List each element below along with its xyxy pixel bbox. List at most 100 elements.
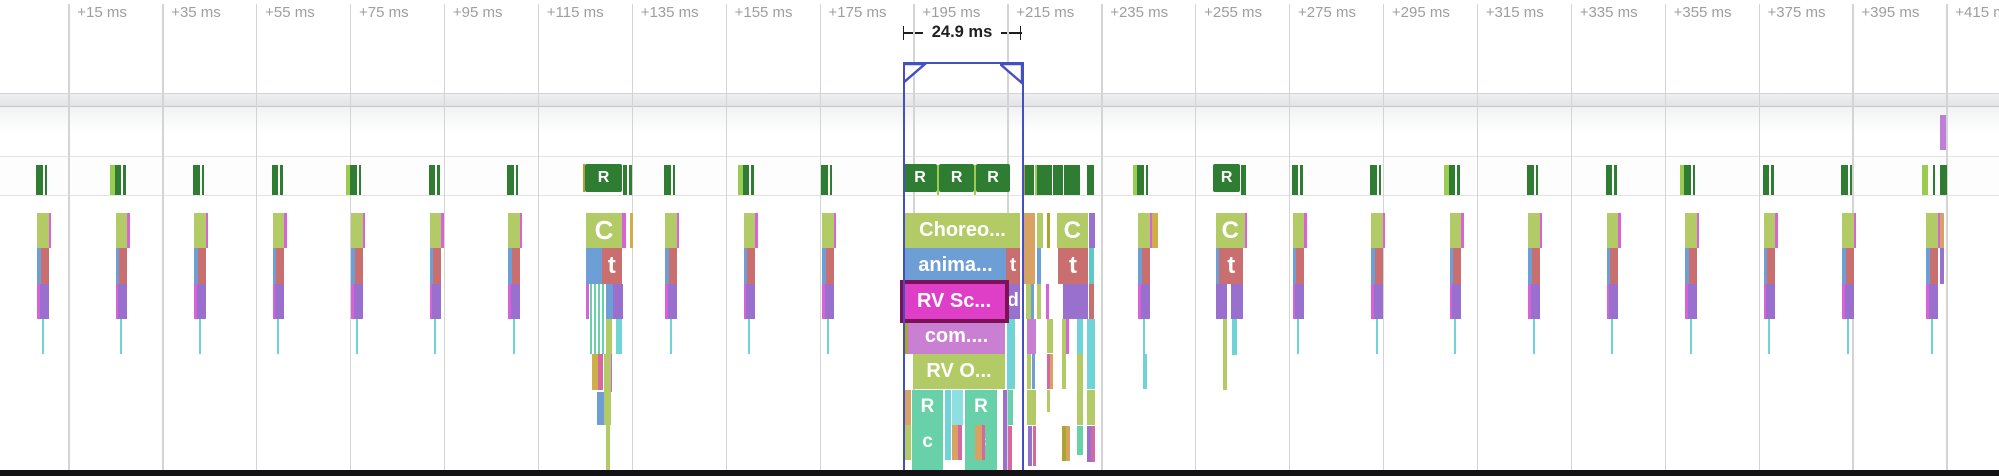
flame-event-block[interactable] — [1766, 284, 1775, 319]
flame-event-block[interactable] — [1697, 213, 1700, 248]
flame-event-block[interactable] — [1531, 284, 1540, 319]
flame-event-block[interactable] — [1610, 248, 1618, 283]
flame-event-block[interactable] — [1926, 213, 1938, 248]
flame-event-block[interactable] — [351, 213, 363, 248]
interaction-marker[interactable] — [1940, 115, 1946, 150]
flame-event-block[interactable] — [511, 284, 520, 319]
flame-event-block[interactable] — [606, 319, 612, 354]
flame-event-block[interactable] — [1216, 284, 1227, 319]
flame-event-block[interactable] — [958, 425, 961, 460]
flame-event-block[interactable] — [1028, 426, 1033, 466]
flame-event-block[interactable] — [1087, 319, 1095, 390]
flame-event-block[interactable] — [1024, 248, 1035, 283]
flame-event-block[interactable] — [602, 284, 605, 355]
flame-event-block[interactable] — [822, 213, 834, 248]
frame-r-badge[interactable]: R — [1213, 164, 1240, 192]
flame-event-block[interactable] — [1764, 213, 1776, 248]
flame-event-block[interactable] — [669, 248, 677, 283]
flame-event-block[interactable] — [905, 390, 911, 425]
flame-event-block[interactable] — [434, 319, 436, 354]
flame-event-block[interactable] — [1152, 213, 1158, 248]
flame-event-block[interactable]: C — [586, 213, 622, 248]
flame-event-block[interactable] — [982, 425, 985, 460]
flame-event-block[interactable] — [748, 319, 750, 354]
flame-event-block[interactable] — [586, 284, 589, 319]
flame-event-block[interactable] — [1007, 319, 1015, 390]
flame-event-block[interactable] — [1066, 319, 1069, 354]
flame-event-block[interactable] — [975, 425, 982, 460]
flame-event-block[interactable] — [1033, 426, 1036, 466]
flame-event-block[interactable] — [1842, 213, 1854, 248]
frame-r-badge[interactable]: R — [903, 164, 938, 192]
flame-event-block[interactable] — [355, 248, 363, 283]
flame-event-block[interactable] — [277, 319, 279, 354]
flame-event-block[interactable] — [1027, 354, 1031, 389]
flame-event-block[interactable] — [1293, 213, 1305, 248]
flame-event-block[interactable] — [206, 213, 209, 248]
flame-event-block[interactable] — [284, 213, 287, 248]
flame-event-block[interactable] — [744, 213, 756, 248]
flame-event-block[interactable] — [1091, 426, 1095, 462]
flame-event-block[interactable] — [598, 354, 603, 390]
flame-event-block[interactable] — [755, 213, 758, 248]
flame-event-block[interactable] — [952, 425, 959, 460]
flame-event-block[interactable] — [1618, 213, 1621, 248]
flame-event-block[interactable] — [1143, 319, 1145, 354]
flame-event-block[interactable] — [594, 284, 597, 355]
flame-event-block[interactable] — [1609, 284, 1618, 319]
selected-flame-block[interactable]: RV Sc... — [900, 280, 1009, 324]
flame-event-block[interactable] — [1138, 213, 1150, 248]
flame-event-block[interactable] — [1047, 319, 1053, 353]
flame-event-block[interactable]: t — [1006, 248, 1020, 283]
flame-event-block[interactable] — [1688, 284, 1697, 319]
flame-event-block[interactable]: Choreo... — [905, 213, 1020, 248]
flame-event-block[interactable] — [952, 390, 963, 425]
flame-event-block[interactable] — [41, 248, 49, 283]
flame-event-block[interactable] — [1768, 319, 1770, 354]
flame-event-block[interactable] — [40, 284, 49, 319]
flame-event-block[interactable]: C — [1216, 213, 1245, 248]
flame-event-block[interactable]: t — [1058, 248, 1088, 283]
selection-edge-left[interactable] — [903, 62, 905, 471]
flame-event-block[interactable] — [1047, 390, 1050, 412]
flame-event-block[interactable] — [1089, 213, 1095, 248]
flame-event-block[interactable] — [273, 213, 285, 248]
flame-event-block[interactable] — [1929, 284, 1938, 319]
flame-event-block[interactable] — [49, 213, 52, 248]
flame-event-block[interactable] — [1050, 354, 1053, 389]
flame-event-block[interactable] — [1540, 213, 1543, 248]
selection-edge-right[interactable] — [1022, 62, 1024, 471]
flame-event-block[interactable] — [1383, 213, 1386, 248]
flame-event-block[interactable] — [1031, 284, 1034, 319]
bottom-scrollbar[interactable] — [0, 470, 1999, 476]
flame-event-block[interactable]: R — [912, 390, 943, 425]
flame-event-block[interactable] — [508, 213, 520, 248]
flame-event-block[interactable] — [1141, 284, 1150, 319]
flame-event-block[interactable] — [120, 319, 122, 354]
flame-event-block[interactable] — [665, 213, 677, 248]
flame-event-block[interactable] — [1089, 248, 1094, 283]
flame-event-block[interactable]: c — [912, 425, 943, 460]
flame-event-block[interactable] — [1461, 213, 1464, 248]
flame-event-block[interactable] — [1223, 319, 1227, 390]
flame-event-block[interactable] — [1854, 213, 1857, 248]
flame-event-block[interactable] — [1089, 284, 1094, 319]
flame-event-block[interactable] — [1032, 354, 1035, 389]
flame-event-block[interactable] — [119, 248, 127, 283]
flame-event-block[interactable] — [1037, 248, 1041, 283]
flame-event-block[interactable] — [1037, 213, 1043, 248]
flame-event-block[interactable] — [1077, 426, 1083, 455]
flame-event-block[interactable] — [1003, 390, 1007, 461]
flame-event-block[interactable] — [1046, 284, 1049, 319]
flame-event-block[interactable] — [1845, 284, 1854, 319]
flame-event-block[interactable] — [1047, 213, 1050, 248]
flame-event-block[interactable] — [441, 213, 444, 248]
flame-event-block[interactable] — [430, 213, 442, 248]
flame-event-block[interactable] — [622, 213, 626, 248]
flame-event-block[interactable]: anima... — [905, 248, 1006, 283]
frame-r-badge[interactable]: R — [585, 164, 622, 192]
flame-event-block[interactable] — [1685, 213, 1697, 248]
flame-event-block[interactable] — [598, 284, 601, 355]
flame-event-block[interactable] — [945, 425, 951, 460]
flame-event-block[interactable] — [592, 354, 599, 390]
